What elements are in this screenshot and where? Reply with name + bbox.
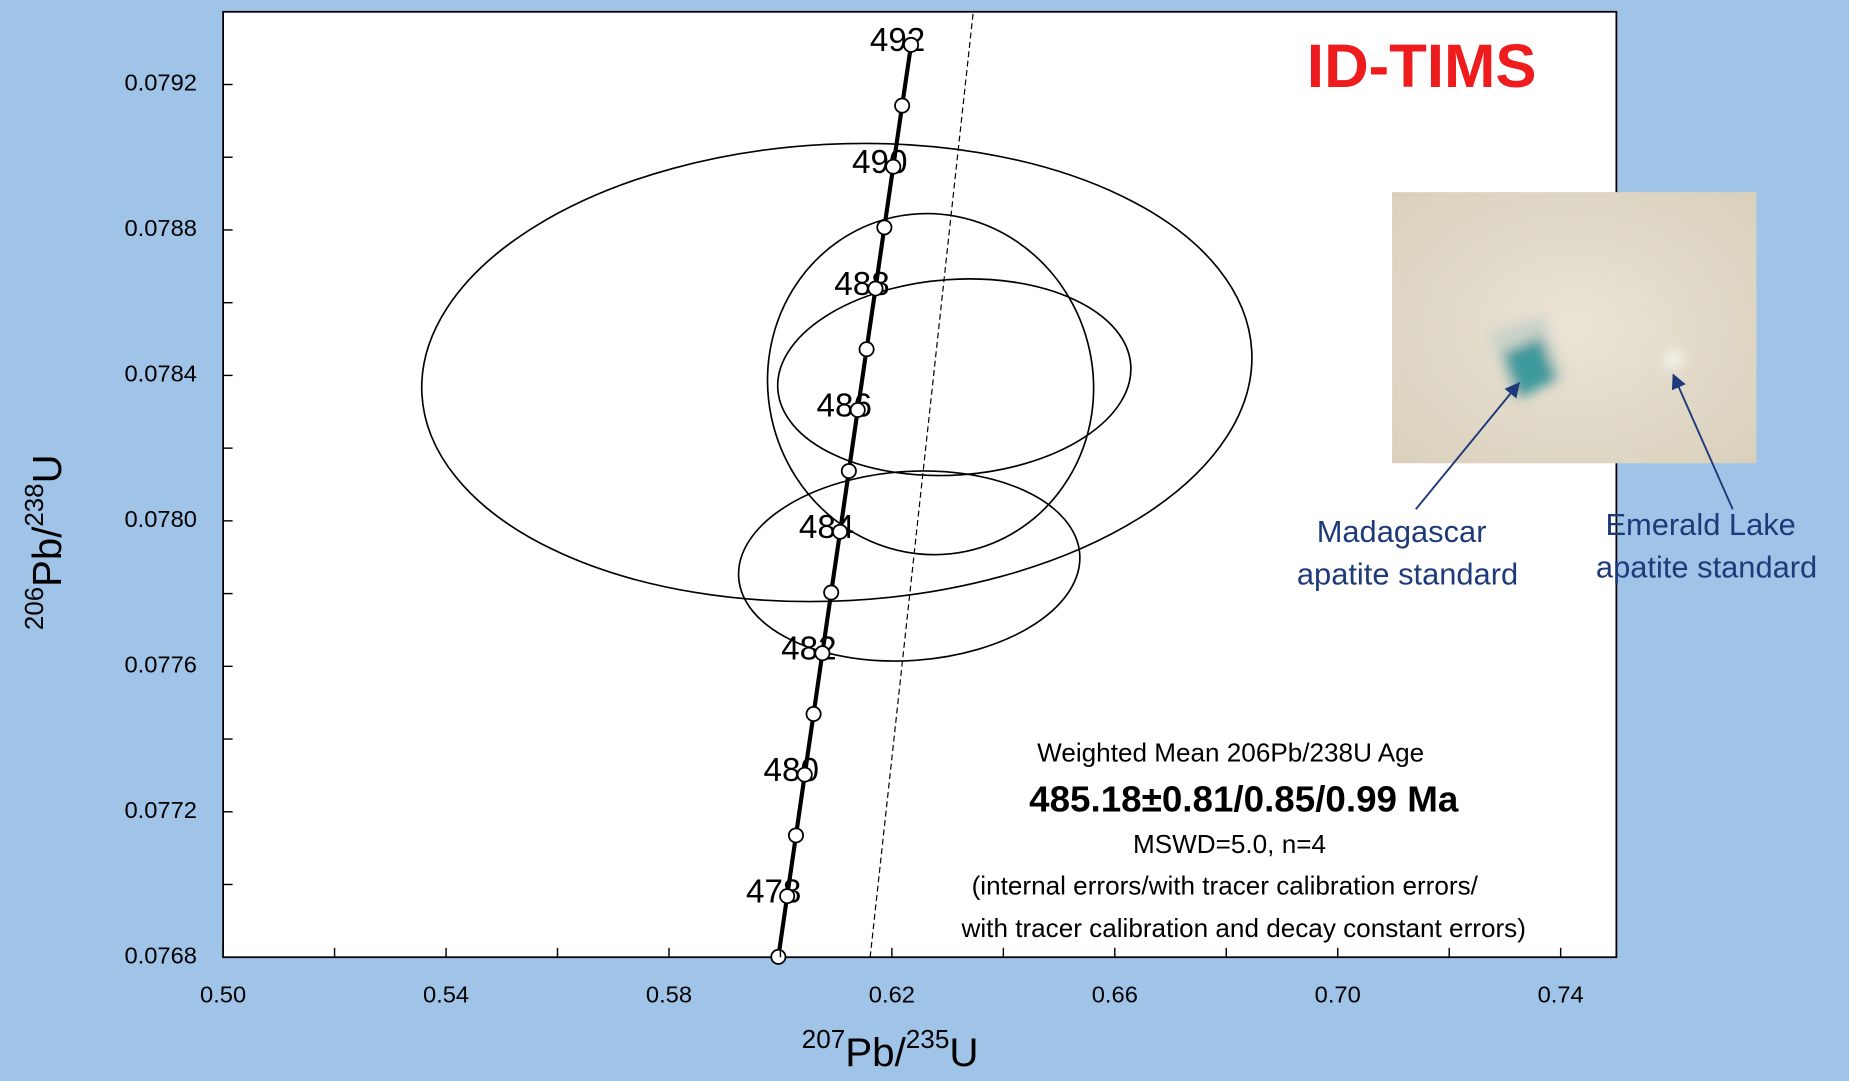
age-marker [779,888,796,905]
photo-label: Madagascar [1317,514,1487,549]
axis-label-element: U [24,454,69,483]
y-tick-label: 0.0776 [124,653,197,679]
age-marker [903,36,920,53]
axis-label-mass: 207 [802,1024,846,1054]
age-marker [858,341,875,358]
axis-label-element: U [949,1030,978,1075]
photo [1392,192,1757,464]
age-marker [867,280,884,297]
photo-label: Emerald Lake [1605,507,1795,542]
age-marker [796,766,813,783]
age-marker [894,97,911,114]
age-marker [787,827,804,844]
y-tick-label: 0.0788 [124,216,197,242]
annotation-note: with tracer calibration and decay consta… [961,913,1526,943]
arrow [1415,381,1521,510]
age-marker [805,705,822,722]
age-marker [840,463,857,480]
axis-label-mass: 235 [906,1024,950,1054]
age-marker [876,219,893,236]
x-tick-label: 0.70 [1315,982,1361,1008]
age-marker [770,948,787,965]
x-tick-label: 0.58 [646,982,692,1008]
annotation-heading: Weighted Mean 206Pb/238U Age [1037,737,1424,767]
age-marker [849,402,866,418]
photo-labels: Madagascar apatite standard Emerald Lake… [1297,507,1817,591]
error-ellipse [420,142,1253,603]
age-marker [832,523,849,540]
arrow [1671,373,1734,510]
annotation-stats: MSWD=5.0, n=4 [1133,829,1326,859]
chart-title: ID-TIMS [1307,32,1537,101]
annotation-result: 485.18±0.81/0.85/0.99 Ma [1029,778,1459,819]
x-tick-label: 0.50 [200,982,246,1008]
error-ellipse [737,470,1081,662]
axis-label-mass: 206 [18,587,48,630]
annotation-note: (internal errors/with tracer calibration… [972,871,1479,901]
crystal-small [1663,350,1683,369]
axis-label-element: Pb/ [24,526,69,587]
age-marker [823,584,840,601]
plot-area [222,10,1618,959]
y-tick-label: 0.0792 [124,71,197,97]
error-ellipse [776,278,1132,477]
y-axis-label: 206Pb/238U [18,454,69,630]
age-marker [814,645,831,662]
dashed-line [869,11,974,958]
age-marker [885,158,902,175]
x-tick-label: 0.74 [1538,982,1584,1008]
x-axis-label: 207Pb/235U [802,1024,979,1075]
error-ellipse [766,212,1095,556]
y-tick-label: 0.0772 [124,798,197,824]
labels: 0.50 0.54 0.58 0.62 0.66 0.70 0.74 0.0768 0.0772… [124,22,1583,1008]
axis-label-mass: 238 [18,483,48,526]
annotation: Weighted Mean 206Pb/238U Age 485.18±0.81… [961,737,1526,943]
photo-label: apatite standard [1596,550,1817,585]
x-tick-label: 0.66 [1092,982,1138,1008]
x-tick-label: 0.62 [869,982,915,1008]
x-tick-label: 0.54 [423,982,469,1008]
photo-label: apatite standard [1297,557,1518,592]
y-tick-label: 0.0768 [124,944,197,970]
concordia-curve [776,44,914,958]
plot-marks [420,11,1253,958]
y-tick-label: 0.0780 [124,507,197,533]
axis-label-element: Pb/ [845,1030,906,1075]
photo-background [1392,192,1757,464]
y-tick-label: 0.0784 [124,362,197,388]
